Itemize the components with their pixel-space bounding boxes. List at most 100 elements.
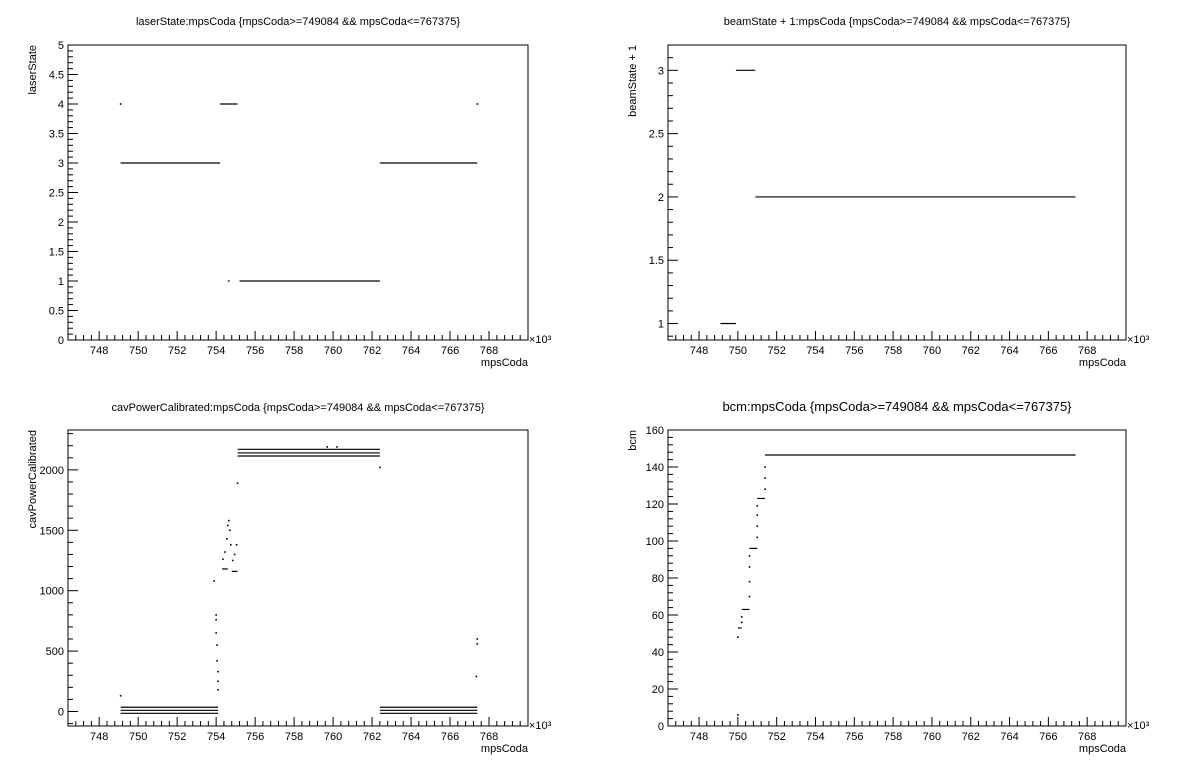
y-tick-label: 4 xyxy=(58,99,64,111)
data-point xyxy=(476,103,479,105)
data-point xyxy=(119,103,122,105)
plot-frame xyxy=(667,429,1127,727)
data-point xyxy=(748,566,751,568)
x-multiplier-label: ×10³ xyxy=(529,720,552,732)
x-tick-label: 762 xyxy=(962,345,980,357)
chart-title: beamState + 1:mpsCoda {mpsCoda>=749084 &… xyxy=(724,16,1071,28)
x-tick-label: 764 xyxy=(1000,345,1018,357)
data-point xyxy=(476,638,479,640)
x-tick-label: 752 xyxy=(168,345,186,357)
x-axis-label: mpsCoda xyxy=(481,743,529,755)
x-tick-label: 760 xyxy=(324,345,342,357)
y-tick-label: 3.5 xyxy=(49,129,64,141)
x-tick-label: 756 xyxy=(246,731,264,743)
x-tick-label: 762 xyxy=(363,731,381,743)
data-point xyxy=(326,446,329,448)
x-tick-label: 758 xyxy=(285,345,303,357)
y-axis-label: bcm xyxy=(627,430,639,451)
data-point xyxy=(226,537,228,540)
x-tick-label: 768 xyxy=(480,345,498,357)
x-tick-label: 768 xyxy=(1078,731,1096,743)
x-multiplier-label: ×10³ xyxy=(529,334,552,346)
data-point xyxy=(216,644,218,646)
data-point xyxy=(119,694,122,697)
x-tick-label: 760 xyxy=(923,731,941,743)
x-tick-label: 750 xyxy=(729,345,747,357)
chart-title: laserState:mpsCoda {mpsCoda>=749084 && m… xyxy=(136,16,460,28)
x-tick-label: 762 xyxy=(363,345,381,357)
x-axis-label: mpsCoda xyxy=(481,357,529,369)
y-tick-label: 140 xyxy=(646,462,664,474)
x-tick-label: 758 xyxy=(285,731,303,743)
data-point xyxy=(379,466,381,469)
data-point xyxy=(476,643,479,645)
panel-bcm: bcm:mpsCoda {mpsCoda>=749084 && mpsCoda<… xyxy=(627,399,1150,755)
x-tick-label: 756 xyxy=(845,345,863,357)
data-point xyxy=(737,636,739,638)
panel-beam-state: beamState + 1:mpsCoda {mpsCoda>=749084 &… xyxy=(627,16,1150,369)
y-tick-label: 3 xyxy=(658,65,664,77)
y-tick-label: 3 xyxy=(58,158,64,170)
data-point xyxy=(228,529,231,532)
data-point xyxy=(227,524,229,527)
y-tick-label: 40 xyxy=(652,647,664,659)
data-point xyxy=(222,558,224,561)
y-tick-label: 2.5 xyxy=(49,188,64,200)
data-point xyxy=(217,680,219,683)
data-point xyxy=(764,466,766,468)
x-tick-label: 748 xyxy=(90,345,108,357)
data-point xyxy=(764,488,766,490)
plot-frame xyxy=(67,44,529,341)
data-point xyxy=(233,553,236,556)
x-tick-label: 754 xyxy=(207,731,225,743)
x-axis-label: mpsCoda xyxy=(1079,357,1127,369)
data-point xyxy=(215,618,217,621)
data-point xyxy=(756,505,759,507)
x-tick-label: 748 xyxy=(90,731,108,743)
x-tick-label: 750 xyxy=(129,345,147,357)
chart-title: bcm:mpsCoda {mpsCoda>=749084 && mpsCoda<… xyxy=(722,399,1072,414)
y-tick-label: 120 xyxy=(646,499,664,511)
x-tick-label: 762 xyxy=(962,731,980,743)
x-tick-label: 750 xyxy=(729,731,747,743)
x-tick-label: 766 xyxy=(441,731,459,743)
x-tick-label: 764 xyxy=(402,345,420,357)
y-tick-label: 1.5 xyxy=(649,255,664,267)
x-tick-label: 752 xyxy=(767,731,785,743)
x-tick-label: 754 xyxy=(806,345,824,357)
data-point xyxy=(215,632,217,634)
y-tick-label: 2 xyxy=(658,192,664,204)
data-point xyxy=(217,670,219,673)
data-point xyxy=(229,543,232,546)
data-point xyxy=(231,559,234,562)
data-point xyxy=(764,477,766,479)
y-tick-label: 1.5 xyxy=(49,247,64,259)
data-point xyxy=(756,514,759,516)
x-tick-label: 758 xyxy=(884,345,902,357)
y-tick-label: 60 xyxy=(652,610,664,622)
data-point xyxy=(748,555,751,557)
data-point xyxy=(756,536,759,539)
data-point xyxy=(215,614,217,616)
panel-laser-state: laserState:mpsCoda {mpsCoda>=749084 && m… xyxy=(27,16,552,369)
x-tick-label: 766 xyxy=(1039,345,1057,357)
y-tick-label: 0 xyxy=(58,707,64,719)
x-tick-label: 752 xyxy=(767,345,785,357)
data-point xyxy=(236,482,239,484)
x-tick-label: 752 xyxy=(168,731,186,743)
y-axis-label: laserState xyxy=(27,45,39,95)
data-point xyxy=(216,659,218,662)
y-tick-label: 20 xyxy=(652,684,664,696)
x-multiplier-label: ×10³ xyxy=(1127,720,1150,732)
y-tick-label: 2.5 xyxy=(649,129,664,141)
y-tick-label: 80 xyxy=(652,573,664,585)
x-tick-label: 756 xyxy=(845,731,863,743)
data-point xyxy=(748,595,751,598)
chart-title: cavPowerCalibrated:mpsCoda {mpsCoda>=749… xyxy=(111,402,484,414)
data-point xyxy=(740,616,743,618)
data-point xyxy=(217,688,219,691)
y-tick-label: 0 xyxy=(58,335,64,347)
y-tick-label: 0 xyxy=(658,721,664,733)
data-point xyxy=(737,714,739,716)
